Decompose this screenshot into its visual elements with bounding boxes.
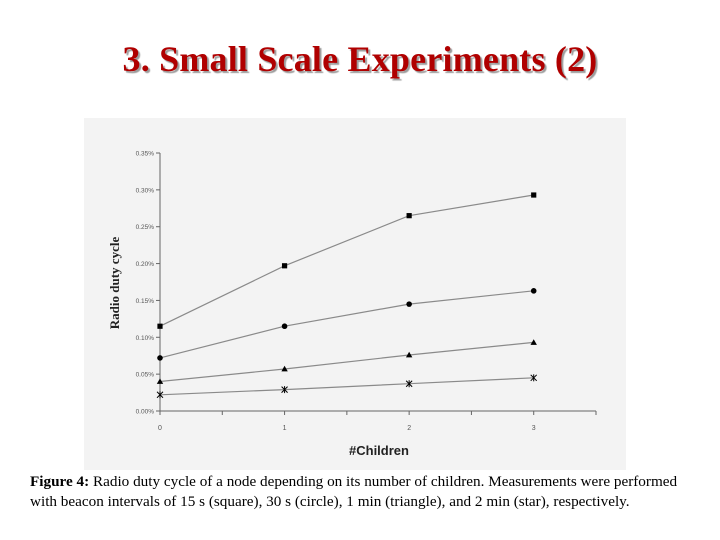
- data-point-square: [406, 213, 412, 219]
- series-line-square: [159, 194, 534, 327]
- data-point-square: [157, 323, 163, 329]
- y-tick-label: 0.00%: [136, 409, 155, 416]
- series-line-star: [159, 377, 534, 396]
- x-tick-label: 3: [532, 425, 536, 432]
- series-markers: [156, 192, 538, 399]
- y-tick-label: 0.05%: [136, 372, 155, 379]
- x-axis-label: #Children: [349, 443, 409, 458]
- data-point-star: [530, 374, 538, 382]
- caption-text: Radio duty cycle of a node depending on …: [30, 473, 678, 510]
- data-point-square: [281, 263, 288, 269]
- data-point-triangle: [530, 339, 537, 345]
- series-line-triangle: [159, 341, 534, 383]
- data-point-triangle: [405, 351, 413, 358]
- y-tick-label: 0.10%: [136, 335, 155, 342]
- data-point-circle: [157, 355, 163, 361]
- y-tick-label: 0.15%: [136, 298, 155, 305]
- y-axis-label: Radio duty cycle: [107, 237, 122, 330]
- data-point-triangle: [281, 365, 288, 372]
- data-point-star: [405, 380, 413, 388]
- y-tick-label: 0.30%: [136, 187, 155, 194]
- data-point-star: [156, 391, 164, 399]
- data-point-star: [281, 386, 288, 394]
- y-tick-label: 0.20%: [136, 261, 155, 268]
- figure-caption: Figure 4: Radio duty cycle of a node dep…: [30, 472, 692, 512]
- x-tick-label: 1: [283, 425, 287, 432]
- y-tick-labels: 0.00% 0.05% 0.10% 0.15% 0.20% 0.25% 0.30% 0.35%: [136, 151, 155, 416]
- data-point-circle: [281, 323, 288, 330]
- x-tick-labels: 0 1 2 3: [158, 425, 536, 432]
- x-tick-label: 2: [407, 425, 411, 432]
- x-tick-label: 0: [158, 425, 162, 432]
- series-line-circle: [159, 290, 534, 359]
- slide-title: 3. Small Scale Experiments (2): [122, 39, 598, 79]
- data-point-square: [531, 192, 537, 198]
- caption-label: Figure 4:: [30, 473, 90, 490]
- data-point-circle: [406, 301, 412, 307]
- data-point-circle: [530, 288, 537, 294]
- data-point-triangle: [156, 378, 164, 384]
- y-tick-label: 0.25%: [136, 224, 155, 231]
- chart-axes: [156, 152, 597, 415]
- series-lines: [159, 194, 534, 396]
- y-tick-label: 0.35%: [136, 151, 155, 158]
